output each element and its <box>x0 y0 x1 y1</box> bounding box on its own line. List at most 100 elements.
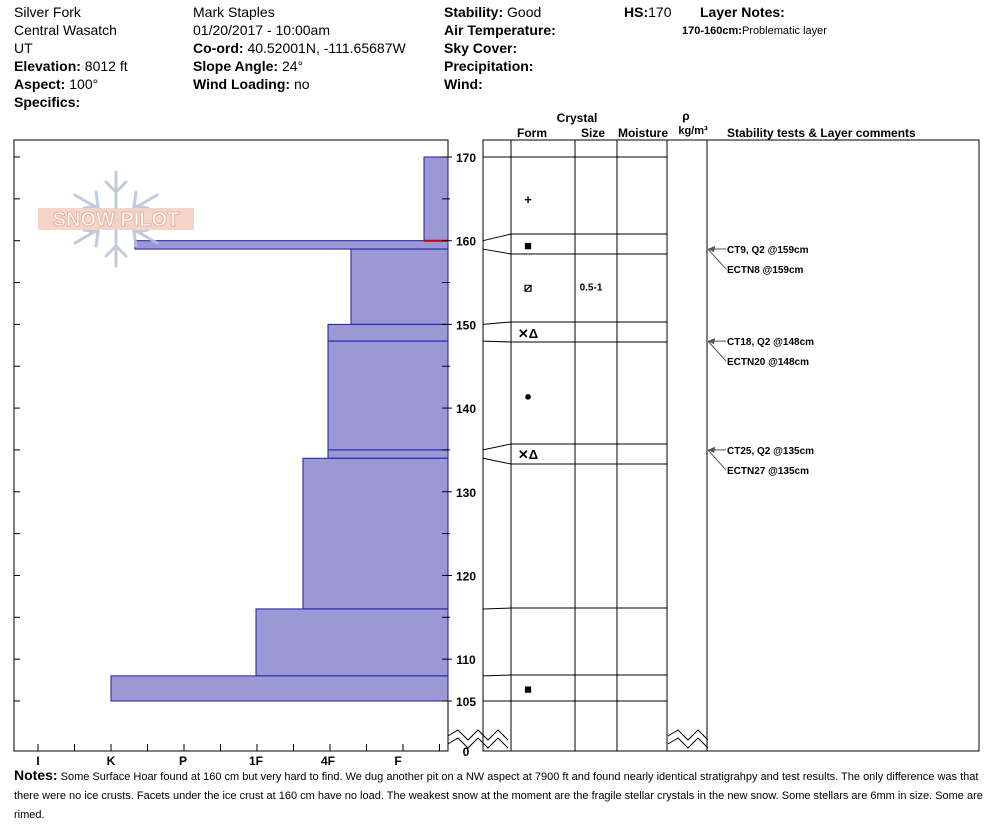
layer-connector <box>482 607 512 610</box>
stability-test-label: CT18, Q2 @148cm <box>727 337 814 348</box>
notes-label: Notes: <box>14 767 58 783</box>
slope-label: Slope Angle: <box>193 58 279 74</box>
test-arrow-icon <box>708 246 715 253</box>
height-tick-label: 130 <box>456 486 476 500</box>
notes-text: Some Surface Hoar found at 160 cm but ve… <box>14 771 983 821</box>
state-name: UT <box>14 40 33 56</box>
precip-row: Precipitation: <box>444 57 556 75</box>
axis-break-icon <box>447 729 709 749</box>
precip-label: Precipitation: <box>444 58 534 74</box>
slope-row: Slope Angle: 24° <box>193 57 406 75</box>
aspect-value: 100° <box>69 76 99 92</box>
height-tick-label: 170 <box>456 151 476 165</box>
layer-connector <box>482 457 512 465</box>
observer-name: Mark Staples <box>193 4 275 20</box>
specifics-row: Specifics: <box>14 93 128 111</box>
stability-label: Stability: <box>444 4 504 20</box>
table-rows <box>482 156 667 702</box>
grain-form-symbol: ■ <box>524 681 532 696</box>
grain-form-symbol: ✕Δ <box>518 447 538 462</box>
size-header: Size <box>581 126 605 140</box>
layer-note-text: Problematic layer <box>741 25 827 37</box>
wind-loading-value: no <box>293 76 310 92</box>
layer-notes-title: Layer Notes: <box>700 3 785 21</box>
coord-value: 40.52001N, -111.65687W <box>247 40 406 56</box>
height-axis: 170 160 150 140 130 120 110 105 0 <box>14 151 476 759</box>
hardness-layer-bar <box>350 248 449 325</box>
elevation-value: 8012 ft <box>84 58 128 74</box>
layer-connector <box>482 248 512 255</box>
hs-row: HS:170 <box>624 3 671 21</box>
layer-note-row: 170-160cm:Problematic layer <box>682 22 827 40</box>
sky-label: Sky Cover: <box>444 40 518 56</box>
test-arrow-line <box>707 449 727 471</box>
grain-form-symbol: + <box>524 192 532 207</box>
height-tick-label: 120 <box>456 569 476 583</box>
hs-value: 170 <box>648 4 672 20</box>
aspect-label: Aspect: <box>14 76 66 92</box>
height-tick-label: 0 <box>463 745 470 759</box>
location-block: Silver Fork Central Wasatch UT Elevation… <box>14 3 128 111</box>
slope-value: 24° <box>281 58 304 74</box>
range-name: Central Wasatch <box>14 22 117 38</box>
wind-loading-label: Wind Loading: <box>193 76 291 92</box>
layer-connector <box>482 340 512 343</box>
hardness-tick-label: P <box>179 754 187 766</box>
rho-header: ρ <box>682 109 689 123</box>
grain-table-frame <box>482 139 980 752</box>
stability-test-label: ECTN20 @148cm <box>727 357 809 368</box>
height-tick-label: 160 <box>456 235 476 249</box>
logo-band <box>38 208 194 230</box>
test-arrow-icon <box>708 338 715 345</box>
hardness-layer-bar <box>302 457 449 610</box>
hardness-tick-label: 1F <box>249 754 263 766</box>
air-temp-row: Air Temperature: <box>444 21 556 39</box>
layer-note-range: 170-160cm: <box>682 25 742 37</box>
layer-connector <box>482 674 512 677</box>
density-unit-header: kg/m³ <box>678 125 708 137</box>
logo-text: SNOW PILOT <box>53 209 180 231</box>
grain-table <box>482 139 980 752</box>
elevation-label: Elevation: <box>14 58 81 74</box>
elevation-row: Elevation: 8012 ft <box>14 57 128 75</box>
layer-connector <box>482 321 512 325</box>
snow-profile-chart: SNOW PILOT I K P 1F 4F F 170 160 150 140 130 120 11… <box>13 109 980 766</box>
wind-row: Wind: <box>444 75 556 93</box>
hardness-layer-bar <box>134 240 449 250</box>
coord-label: Co-ord: <box>193 40 244 56</box>
stability-tests: CT25, Q2 @135cm ECTN27 @135cm CT18, Q2 @14… <box>707 245 814 477</box>
height-tick-label: 110 <box>456 653 476 667</box>
height-tick-label: 140 <box>456 402 476 416</box>
air-temp-label: Air Temperature: <box>444 22 556 38</box>
hardness-layer-bar <box>255 608 449 677</box>
layer-connector <box>482 233 512 242</box>
stability-test-label: ECTN8 @159cm <box>727 265 804 276</box>
stability-value: Good <box>507 4 542 20</box>
hardness-tick-label: I <box>36 754 39 766</box>
hs-label: HS: <box>624 4 649 20</box>
hardness-layer-bar <box>327 323 449 342</box>
hardness-tick-label: K <box>107 754 116 766</box>
height-tick-label: 150 <box>456 318 476 332</box>
form-header: Form <box>517 126 547 140</box>
wind-loading-row: Wind Loading: no <box>193 75 406 93</box>
grain-form-symbol: ✕Δ <box>518 326 538 341</box>
layer-notes-label: Layer Notes: <box>700 4 785 20</box>
stability-comments-header: Stability tests & Layer comments <box>727 126 916 140</box>
stability-test-label: CT9, Q2 @159cm <box>727 245 809 256</box>
aspect-row: Aspect: 100° <box>14 75 128 93</box>
grain-form-symbol: ■ <box>524 238 532 253</box>
location-name: Silver Fork <box>14 4 81 20</box>
stability-test-label: CT25, Q2 @135cm <box>727 446 814 457</box>
hardness-layer-bar <box>110 675 449 702</box>
hardness-layers <box>110 156 449 702</box>
snowpilot-logo: SNOW PILOT <box>38 170 194 268</box>
test-arrow-line <box>707 248 727 270</box>
notes-section: Notes: Some Surface Hoar found at 160 cm… <box>14 766 989 825</box>
hardness-tick-label: 4F <box>321 754 335 766</box>
conditions-block: Stability: Good Air Temperature: Sky Cov… <box>444 3 556 93</box>
moisture-header: Moisture <box>618 126 668 140</box>
hardness-layer-bar <box>327 340 449 451</box>
stability-test-label: ECTN27 @135cm <box>727 466 809 477</box>
sky-row: Sky Cover: <box>444 39 556 57</box>
